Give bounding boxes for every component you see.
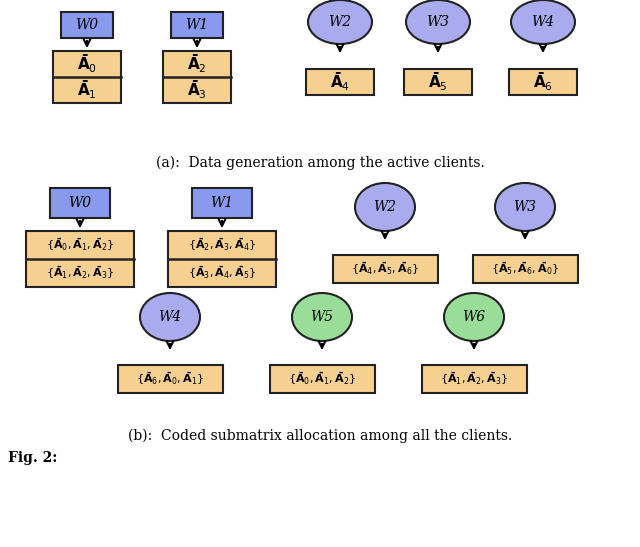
Text: (b):  Coded submatrix allocation among all the clients.: (b): Coded submatrix allocation among al… [128,429,512,443]
Text: $\{\mathbf{\bar{A}}_3,\mathbf{\bar{A}}_4,\mathbf{\bar{A}}_5\}$: $\{\mathbf{\bar{A}}_3,\mathbf{\bar{A}}_4… [188,265,256,281]
Text: W3: W3 [513,200,536,214]
FancyBboxPatch shape [118,365,223,393]
FancyBboxPatch shape [472,255,577,283]
Text: $\{\mathbf{\bar{A}}_1,\mathbf{\bar{A}}_2,\mathbf{\bar{A}}_3\}$: $\{\mathbf{\bar{A}}_1,\mathbf{\bar{A}}_2… [46,265,114,281]
Text: W0: W0 [76,18,99,32]
Text: $\{\mathbf{\bar{A}}_1,\mathbf{\bar{A}}_2,\mathbf{\bar{A}}_3\}$: $\{\mathbf{\bar{A}}_1,\mathbf{\bar{A}}_2… [440,371,508,387]
Ellipse shape [292,293,352,341]
FancyBboxPatch shape [61,12,113,38]
FancyBboxPatch shape [422,365,527,393]
Text: $\mathbf{\bar{A}}_6$: $\mathbf{\bar{A}}_6$ [533,71,553,94]
Text: $\{\mathbf{\bar{A}}_0,\mathbf{\bar{A}}_1,\mathbf{\bar{A}}_2\}$: $\{\mathbf{\bar{A}}_0,\mathbf{\bar{A}}_1… [46,237,114,253]
Ellipse shape [444,293,504,341]
FancyBboxPatch shape [269,365,374,393]
FancyBboxPatch shape [509,69,577,95]
Text: $\{\mathbf{\bar{A}}_6,\mathbf{\bar{A}}_0,\mathbf{\bar{A}}_1\}$: $\{\mathbf{\bar{A}}_6,\mathbf{\bar{A}}_0… [136,371,204,387]
Text: $\{\mathbf{\bar{A}}_5,\mathbf{\bar{A}}_6,\mathbf{\bar{A}}_0\}$: $\{\mathbf{\bar{A}}_5,\mathbf{\bar{A}}_6… [491,261,559,277]
Text: $\mathbf{\bar{A}}_5$: $\mathbf{\bar{A}}_5$ [428,71,448,94]
Text: W2: W2 [328,15,351,29]
Ellipse shape [140,293,200,341]
FancyBboxPatch shape [53,51,121,103]
FancyBboxPatch shape [50,188,110,218]
Text: W3: W3 [426,15,449,29]
FancyBboxPatch shape [333,255,438,283]
Text: $\mathbf{\bar{A}}_1$: $\mathbf{\bar{A}}_1$ [77,79,97,101]
Text: W5: W5 [310,310,333,324]
Text: $\mathbf{\bar{A}}_0$: $\mathbf{\bar{A}}_0$ [77,53,97,75]
Ellipse shape [308,0,372,44]
Text: W1: W1 [186,18,209,32]
Text: $\{\mathbf{\bar{A}}_4,\mathbf{\bar{A}}_5,\mathbf{\bar{A}}_6\}$: $\{\mathbf{\bar{A}}_4,\mathbf{\bar{A}}_5… [351,261,419,277]
Text: (a):  Data generation among the active clients.: (a): Data generation among the active cl… [156,156,484,170]
FancyBboxPatch shape [171,12,223,38]
Ellipse shape [355,183,415,231]
Ellipse shape [495,183,555,231]
Text: W4: W4 [531,15,555,29]
FancyBboxPatch shape [168,231,276,287]
FancyBboxPatch shape [404,69,472,95]
FancyBboxPatch shape [192,188,252,218]
Text: Fig. 2:: Fig. 2: [8,451,58,465]
Text: W0: W0 [68,196,92,210]
Text: $\{\mathbf{\bar{A}}_0,\mathbf{\bar{A}}_1,\mathbf{\bar{A}}_2\}$: $\{\mathbf{\bar{A}}_0,\mathbf{\bar{A}}_1… [288,371,356,387]
Text: W1: W1 [211,196,234,210]
Text: $\mathbf{\bar{A}}_2$: $\mathbf{\bar{A}}_2$ [187,53,207,75]
FancyBboxPatch shape [306,69,374,95]
FancyBboxPatch shape [163,51,231,103]
Text: $\mathbf{\bar{A}}_3$: $\mathbf{\bar{A}}_3$ [187,79,207,101]
FancyBboxPatch shape [26,231,134,287]
Text: W6: W6 [463,310,486,324]
Text: $\mathbf{\bar{A}}_4$: $\mathbf{\bar{A}}_4$ [330,71,350,94]
Text: W2: W2 [373,200,397,214]
Text: $\{\mathbf{\bar{A}}_2,\mathbf{\bar{A}}_3,\mathbf{\bar{A}}_4\}$: $\{\mathbf{\bar{A}}_2,\mathbf{\bar{A}}_3… [188,237,256,253]
Ellipse shape [511,0,575,44]
Ellipse shape [406,0,470,44]
Text: W4: W4 [159,310,182,324]
